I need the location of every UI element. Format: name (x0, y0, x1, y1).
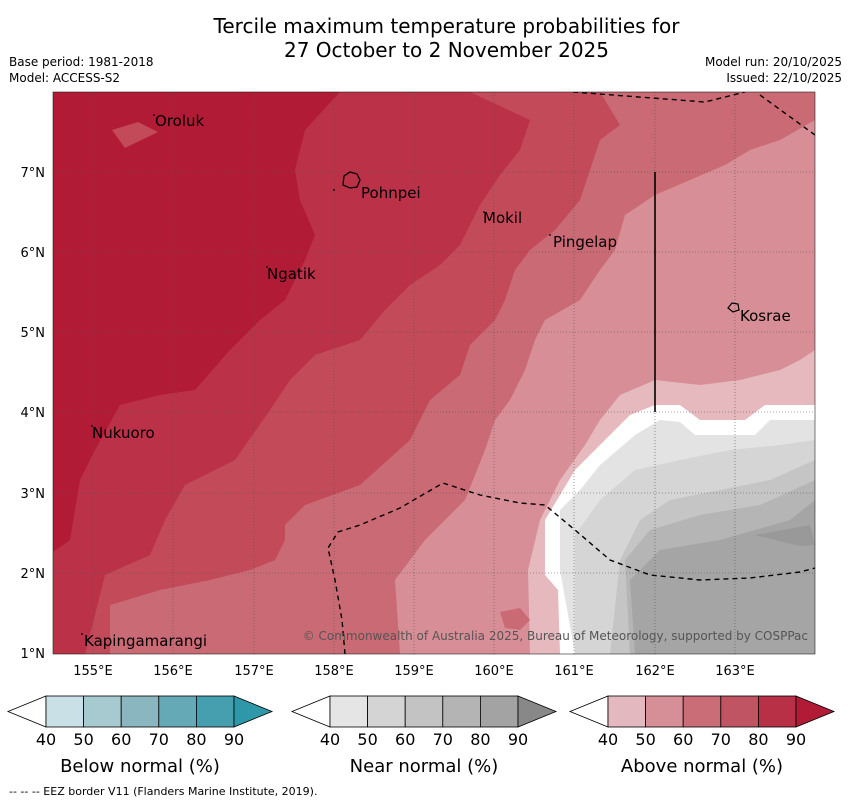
near-80-zone (630, 500, 815, 654)
place-labels: Oroluk Pohnpei Mokil Pingelap Ngatik Kos… (84, 112, 791, 650)
legend-near: 40 50 60 70 80 90 Near normal (%) (290, 695, 558, 777)
place-pingelap: Pingelap (553, 233, 617, 251)
legend-swatch (568, 695, 609, 728)
island-markers (81, 114, 551, 635)
above-70-patch (112, 122, 158, 148)
lat-tick: 1°N (21, 647, 46, 662)
legend-swatch (442, 695, 481, 728)
meta-right: Model run: 20/10/2025 Issued: 22/10/2025 (705, 54, 842, 86)
eez-borders (327, 92, 815, 654)
legend-swatch (720, 695, 759, 728)
legend-title: Above normal (%) (621, 756, 783, 777)
legend-tick-label: 40 (598, 730, 618, 749)
legend-swatch (6, 695, 47, 728)
lat-tick: 3°N (21, 487, 46, 502)
place-mokil: Mokil (483, 209, 522, 227)
legend-swatch (290, 695, 331, 728)
gridlines (53, 92, 815, 654)
above-60-patch (500, 608, 530, 630)
map-area (53, 92, 815, 654)
lat-tick: 2°N (21, 567, 46, 582)
lon-tick: 160°E (474, 664, 514, 679)
lat-tick: 6°N (21, 246, 46, 261)
legend-swatch (120, 695, 160, 728)
pohnpei-island (342, 171, 361, 189)
legend-swatch (404, 695, 444, 728)
longitude-ticks: 155°E 156°E 157°E 158°E 159°E 160°E 161°… (73, 664, 755, 679)
legend-tick-label: 80 (470, 730, 490, 749)
legend-tick-label: 60 (395, 730, 415, 749)
lon-tick: 163°E (715, 664, 755, 679)
legend-swatch (517, 695, 558, 728)
legend-swatch (329, 695, 368, 728)
lon-tick: 156°E (153, 664, 193, 679)
place-kapingamarangi: Kapingamarangi (84, 632, 207, 650)
lon-tick: 157°E (234, 664, 274, 679)
lat-tick: 5°N (21, 326, 46, 341)
title-line-1: Tercile maximum temperature probabilitie… (213, 14, 680, 38)
legend-tick-label: 40 (36, 730, 56, 749)
issued-date: Issued: 22/10/2025 (726, 71, 842, 85)
above-50-patch (785, 252, 815, 275)
legend-tick-label: 60 (111, 730, 131, 749)
legend-swatch (158, 695, 197, 728)
lon-tick: 161°E (554, 664, 594, 679)
copyright-notice: © Commonwealth of Australia 2025, Bureau… (303, 629, 808, 643)
legend-tick-label: 50 (635, 730, 655, 749)
legend-tick-label: 50 (357, 730, 377, 749)
kosrae-island (727, 302, 740, 313)
legend-swatch (795, 695, 836, 728)
legend-tick-label: 80 (186, 730, 206, 749)
base-period: Base period: 1981-2018 (9, 55, 154, 69)
place-nukuoro: Nukuoro (92, 424, 155, 442)
legend-tick-label: 90 (508, 730, 528, 749)
title-line-2: 27 October to 2 November 2025 (283, 38, 610, 62)
legend-swatch (607, 695, 646, 728)
legend-title: Below normal (%) (60, 756, 220, 777)
legend-tick-label: 40 (320, 730, 340, 749)
map-frame (52, 91, 816, 655)
legend-swatch (479, 695, 519, 728)
place-kosrae: Kosrae (740, 307, 791, 325)
eez-footnote: -- -- -- EEZ border V11 (Flanders Marine… (9, 785, 318, 798)
legend-tick-label: 50 (73, 730, 93, 749)
place-pohnpei: Pohnpei (361, 184, 421, 202)
lat-tick: 4°N (21, 406, 46, 421)
lon-tick: 158°E (314, 664, 354, 679)
latitude-ticks: 1°N 2°N 3°N 4°N 5°N 6°N 7°N (21, 166, 46, 662)
place-oroluk: Oroluk (155, 112, 204, 130)
legend-swatch (83, 695, 122, 728)
place-ngatik: Ngatik (267, 265, 316, 283)
lat-tick: 7°N (21, 166, 46, 181)
legend-swatch (682, 695, 722, 728)
legend-tick-label: 80 (748, 730, 768, 749)
legend-tick-label: 60 (673, 730, 693, 749)
lon-tick: 159°E (394, 664, 434, 679)
legend-swatch (45, 695, 84, 728)
legend-tick-label: 70 (433, 730, 453, 749)
legend-tick-label: 70 (711, 730, 731, 749)
legend-swatch (367, 695, 406, 728)
legend-swatch (195, 695, 235, 728)
lon-tick: 155°E (73, 664, 113, 679)
legend-tick-label: 90 (786, 730, 806, 749)
legend-tick-label: 70 (149, 730, 169, 749)
model-name: Model: ACCESS-S2 (9, 71, 121, 85)
legend-swatch (758, 695, 797, 728)
meta-left: Base period: 1981-2018 Model: ACCESS-S2 (9, 54, 154, 86)
lon-tick: 162°E (635, 664, 675, 679)
legend-swatch (645, 695, 684, 728)
legend-title: Near normal (%) (350, 756, 499, 777)
map-title: Tercile maximum temperature probabilitie… (0, 14, 850, 62)
map-svg: Oroluk Pohnpei Mokil Pingelap Ngatik Kos… (6, 91, 836, 777)
legend-swatch (233, 695, 274, 728)
model-run: Model run: 20/10/2025 (704, 55, 842, 69)
legend-tick-label: 90 (224, 730, 244, 749)
near-90-patch (755, 525, 815, 546)
